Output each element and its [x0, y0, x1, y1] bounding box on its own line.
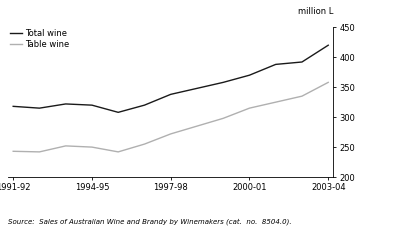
Total wine — [90, 104, 94, 106]
Table wine — [247, 107, 252, 109]
Total wine — [168, 93, 173, 96]
Table wine — [221, 117, 225, 120]
Table wine — [37, 151, 42, 153]
Table wine — [300, 95, 304, 98]
Total wine — [247, 74, 252, 76]
Table wine — [168, 133, 173, 135]
Total wine — [195, 87, 199, 90]
Total wine — [11, 105, 15, 108]
Table wine — [142, 143, 147, 146]
Total wine — [326, 44, 331, 47]
Total wine — [221, 81, 225, 84]
Table wine — [11, 150, 15, 153]
Total wine — [300, 61, 304, 63]
Text: million L: million L — [298, 7, 333, 16]
Table wine — [195, 125, 199, 128]
Total wine — [37, 107, 42, 109]
Table wine — [63, 145, 68, 147]
Table wine — [274, 101, 278, 104]
Text: Source:  Sales of Australian Wine and Brandy by Winemakers (cat.  no.  8504.0).: Source: Sales of Australian Wine and Bra… — [8, 218, 291, 225]
Total wine — [63, 103, 68, 105]
Line: Table wine: Table wine — [13, 82, 328, 152]
Line: Total wine: Total wine — [13, 45, 328, 112]
Total wine — [274, 63, 278, 66]
Legend: Total wine, Table wine: Total wine, Table wine — [10, 29, 70, 49]
Table wine — [326, 81, 331, 84]
Table wine — [116, 151, 121, 153]
Total wine — [116, 111, 121, 114]
Total wine — [142, 104, 147, 106]
Table wine — [90, 146, 94, 148]
